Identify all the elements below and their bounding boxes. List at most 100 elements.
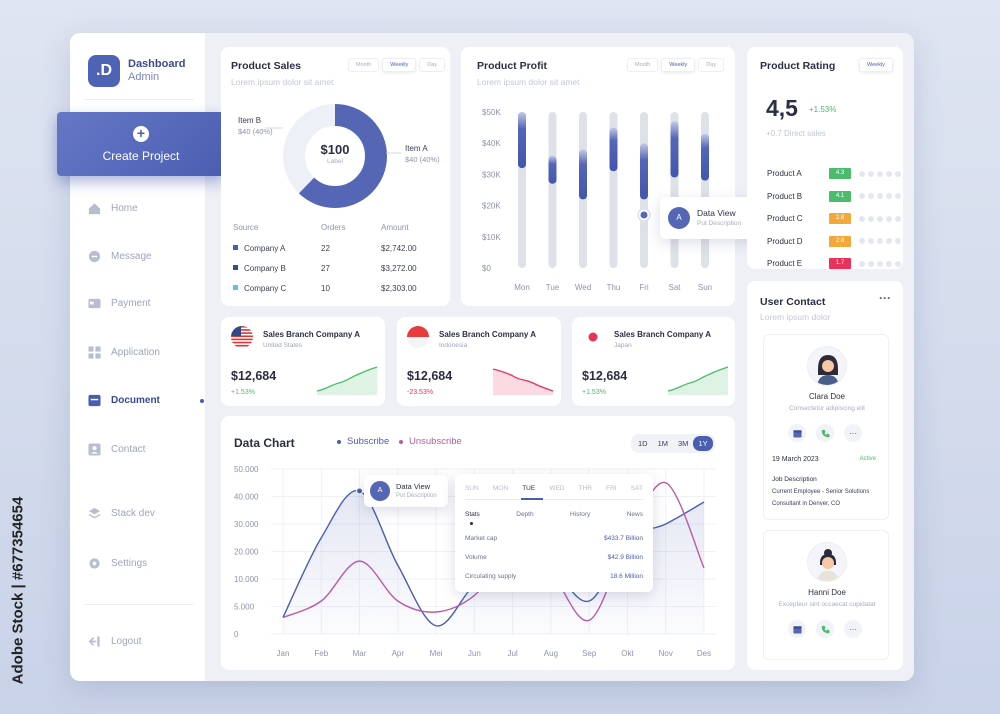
range-1d[interactable]: 1D	[638, 439, 648, 448]
profit-bar[interactable]	[579, 149, 587, 200]
active-tab-dot	[470, 522, 473, 525]
call-button[interactable]	[816, 620, 834, 638]
period-weekly[interactable]: Weekly	[661, 58, 696, 72]
stats-tab[interactable]: Stats	[465, 511, 480, 518]
calendar-button[interactable]	[788, 424, 806, 442]
day-tab[interactable]: MON	[492, 485, 509, 492]
sidebar-item-label: Application	[111, 347, 160, 358]
legend-subscribe[interactable]: Subscribe	[337, 436, 389, 447]
profit-bar[interactable]	[670, 121, 679, 178]
rating-dot	[886, 193, 892, 199]
product-profit-card: Product Profit Lorem ipsum dolor sit ame…	[461, 47, 764, 306]
period-day[interactable]: Day	[698, 58, 725, 72]
range-1y[interactable]: 1Y	[693, 436, 713, 451]
sidebar-item-application[interactable]: Application	[88, 346, 198, 359]
day-tab[interactable]: THR	[578, 485, 592, 492]
period-month[interactable]: Month	[627, 58, 659, 72]
day-tab[interactable]: SAT	[630, 485, 643, 492]
rating-dot	[859, 260, 865, 267]
x-tick-label: Jan	[277, 649, 290, 658]
rating-dot	[868, 170, 874, 177]
data-view-popup[interactable]: A Data View Put Description	[660, 197, 764, 239]
branch-sparkline	[668, 366, 729, 395]
rating-row[interactable]: Product E 1.7	[767, 258, 901, 269]
flag-stripe	[231, 329, 253, 331]
data-view-popup[interactable]: A Data View Put Description	[364, 475, 448, 507]
create-project-label: Create Project	[102, 148, 180, 163]
day-tab[interactable]: WED	[549, 485, 565, 492]
sidebar-item-contact[interactable]: Contact	[88, 443, 198, 456]
score-badge: 1.7	[829, 258, 851, 269]
day-tab[interactable]: SUN	[465, 485, 479, 492]
sidebar-item-message[interactable]: Message	[88, 250, 198, 263]
y-tick-label: $20K	[482, 202, 501, 211]
profit-bar[interactable]	[609, 127, 618, 172]
legend-dot	[337, 439, 341, 444]
divider	[84, 99, 194, 100]
legend-dot	[399, 439, 403, 444]
stats-tab[interactable]: History	[570, 511, 591, 518]
more-button[interactable]: ···	[844, 620, 862, 638]
more-button[interactable]: ···	[844, 424, 862, 442]
table-row[interactable]: Company B 27 $3,272.00	[233, 264, 439, 284]
table-row[interactable]: Company C 10 $2,303.00	[233, 284, 439, 304]
branch-card[interactable]: Sales Branch Company A United States $12,6…	[221, 317, 385, 406]
active-day-underline	[521, 498, 543, 500]
sidebar-item-stack-dev[interactable]: Stack dev	[88, 507, 198, 520]
x-tick-label: Tue	[546, 283, 560, 292]
donut-segment-item-a[interactable]	[283, 104, 387, 208]
divider	[84, 604, 194, 605]
logout-button[interactable]: Logout	[88, 635, 198, 648]
bar-track	[548, 112, 557, 268]
brand-logo[interactable]: .D Dashboard Admin	[88, 55, 185, 87]
sidebar-item-payment[interactable]: Payment	[88, 297, 198, 310]
rating-row[interactable]: Product A 4.3	[767, 168, 901, 179]
logout-label: Logout	[111, 636, 142, 647]
period-weekly[interactable]: Weekly	[859, 58, 893, 72]
line-marker[interactable]	[356, 487, 364, 495]
flag-top	[407, 326, 429, 337]
period-day[interactable]: Day	[419, 58, 446, 72]
sidebar-item-settings[interactable]: Settings	[88, 557, 198, 570]
range-1m[interactable]: 1M	[657, 439, 669, 448]
profit-bar[interactable]	[701, 133, 709, 181]
call-button[interactable]	[816, 424, 834, 442]
profit-bar[interactable]	[640, 143, 648, 200]
contact-card-clara[interactable]: Clara Doe Consectetur adipiscing elit ··…	[763, 334, 889, 520]
branch-sparkline	[317, 366, 378, 395]
rating-row[interactable]: Product C 2.8	[767, 213, 901, 224]
row-orders: 22	[321, 244, 330, 253]
period-month[interactable]: Month	[348, 58, 380, 72]
plus-icon: +	[133, 125, 149, 142]
sidebar-item-home[interactable]: Home	[88, 202, 198, 215]
branch-value: $12,684	[582, 369, 628, 383]
profit-bar[interactable]	[548, 155, 557, 184]
contact-card-hanni[interactable]: Hanni Doe Excepteur sint occaecat cupida…	[763, 530, 889, 660]
create-project-button[interactable]: + Create Project	[57, 112, 225, 176]
range-3m[interactable]: 3M	[678, 439, 689, 448]
branch-card[interactable]: Sales Branch Company A Indonesia $12,684 -2…	[397, 317, 561, 406]
branch-card[interactable]: Sales Branch Company A Japan $12,684 +1.53%	[572, 317, 735, 406]
x-tick-label: Nov	[659, 649, 673, 658]
contact-date: 19 March 2023	[772, 456, 819, 463]
legend-unsubscribe[interactable]: Unsubscribe	[399, 436, 462, 447]
calendar-button[interactable]	[788, 620, 806, 638]
day-tab[interactable]: TUE	[522, 485, 536, 492]
profit-bar[interactable]	[518, 112, 526, 169]
table-row[interactable]: Company A 22 $2,742.00	[233, 244, 439, 264]
branch-title: Sales Branch Company A	[439, 330, 537, 339]
y-tick-label: $10K	[482, 233, 501, 242]
stats-tab[interactable]: News	[626, 511, 643, 518]
rating-dot	[877, 238, 883, 244]
active-indicator	[200, 399, 204, 403]
rating-row[interactable]: Product D 2.8	[767, 235, 901, 247]
stats-popup[interactable]: SUN MON TUE WED THR FRI SAT Stats Depth History N…	[455, 474, 653, 592]
period-weekly[interactable]: Weekly	[382, 58, 417, 72]
more-options-icon[interactable]: ···	[879, 291, 891, 305]
rating-row[interactable]: Product B 4.1	[767, 190, 901, 202]
branch-value: $12,684	[231, 369, 277, 383]
sidebar-item-document[interactable]: Document	[88, 394, 204, 407]
day-tab[interactable]: FRI	[606, 485, 617, 492]
rating-dot	[877, 193, 883, 199]
stats-tab[interactable]: Depth	[516, 511, 534, 518]
